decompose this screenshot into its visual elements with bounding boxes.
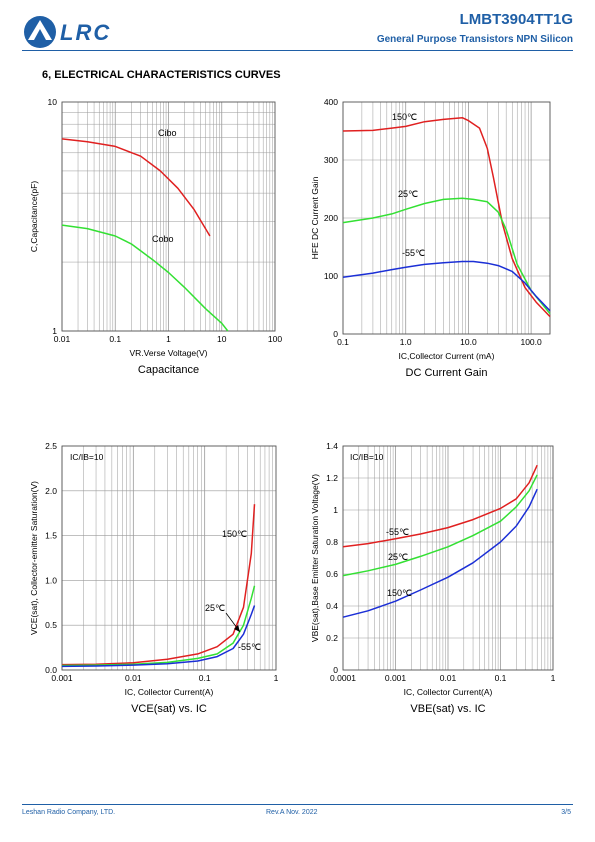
series-label: -55℃ (402, 248, 425, 258)
x-tick-label: 1 (274, 673, 279, 683)
x-tick-label: 10 (217, 334, 227, 344)
y-tick-label: 0.2 (326, 633, 338, 643)
chart-caption: VCE(sat) vs. IC (131, 703, 207, 715)
footer-company: Leshan Radio Company, LTD. (22, 809, 116, 816)
x-axis-title: IC,Collector Current (mA) (399, 351, 495, 361)
series-label: -55℃ (386, 527, 409, 537)
chart-annotation: IC/IB=10 (70, 452, 104, 462)
y-tick-label: 1.0 (45, 575, 57, 585)
x-tick-label: 0.1 (337, 337, 349, 347)
series-label: 150℃ (392, 112, 417, 122)
series-line-2 (342, 260, 551, 312)
y-axis-title: C,Capacitance(pF) (29, 181, 39, 253)
header-divider (22, 50, 573, 51)
logo-text: LRC (60, 20, 112, 45)
series-label: 150℃ (387, 588, 412, 598)
chart-caption: Capacitance (138, 364, 199, 376)
x-tick-label: 0.1 (109, 334, 121, 344)
x-tick-label: 100 (268, 334, 282, 344)
part-number: LMBT3904TT1G (459, 11, 573, 28)
y-tick-label: 1.4 (326, 441, 338, 451)
x-tick-label: 1 (166, 334, 171, 344)
y-tick-label: 0 (333, 665, 338, 675)
y-tick-label: 2.0 (45, 486, 57, 496)
x-axis-title: IC, Collector Current(A) (125, 687, 214, 697)
y-axis-title: VCE(sat), Collector-emitter Saturation(V… (29, 481, 39, 635)
y-tick-label: 10 (48, 97, 58, 107)
plot-frame (61, 445, 277, 671)
series-label: -55℃ (238, 642, 261, 652)
x-tick-label: 0.1 (495, 673, 507, 683)
series-line-2 (342, 488, 538, 618)
series-line-1 (342, 474, 538, 577)
y-tick-label: 400 (324, 97, 338, 107)
y-axis-title: VBE(sat),Base Emitter Saturation Voltage… (310, 474, 320, 642)
x-axis-title: VR.Verse Voltage(V) (130, 348, 208, 358)
footer-revision: Rev.A Nov. 2022 (266, 809, 318, 816)
section-title: 6, ELECTRICAL CHARACTERISTICS CURVES (42, 69, 281, 81)
series-label: 150℃ (222, 529, 247, 539)
y-tick-label: 300 (324, 155, 338, 165)
series-label: Cibo (158, 128, 177, 138)
footer-page: 3/5 (561, 809, 571, 816)
x-tick-label: 0.001 (51, 673, 73, 683)
y-tick-label: 1 (52, 326, 57, 336)
document-subtitle: General Purpose Transistors NPN Silicon (376, 34, 573, 45)
series-line-0 (342, 116, 551, 318)
y-tick-label: 0.8 (326, 537, 338, 547)
series-line-0 (61, 504, 256, 666)
y-tick-label: 200 (324, 213, 338, 223)
x-tick-label: 0.0001 (330, 673, 356, 683)
y-tick-label: 0.6 (326, 569, 338, 579)
series-label: 25℃ (205, 603, 225, 613)
series-label: 25℃ (398, 189, 418, 199)
x-tick-label: 1.0 (400, 337, 412, 347)
chart-annotation: IC/IB=10 (350, 452, 384, 462)
plot-frame (342, 445, 554, 671)
x-axis-title: IC, Collector Current(A) (404, 687, 493, 697)
y-tick-label: 0 (333, 329, 338, 339)
series-line-0 (342, 464, 538, 548)
y-tick-label: 1.5 (45, 531, 57, 541)
series-label: Cobo (152, 234, 174, 244)
chart-caption: VBE(sat) vs. IC (410, 703, 485, 715)
y-tick-label: 0.0 (45, 665, 57, 675)
y-tick-label: 0.5 (45, 620, 57, 630)
series-line-1 (61, 585, 256, 667)
x-tick-label: 0.001 (385, 673, 407, 683)
x-tick-label: 10.0 (460, 337, 477, 347)
x-tick-label: 0.01 (440, 673, 457, 683)
footer-divider (22, 804, 573, 805)
chart-caption: DC Current Gain (406, 367, 488, 379)
lrc-logo-icon (24, 16, 56, 48)
y-tick-label: 0.4 (326, 601, 338, 611)
y-tick-label: 1.2 (326, 473, 338, 483)
y-tick-label: 1 (333, 505, 338, 515)
x-tick-label: 0.1 (199, 673, 211, 683)
y-tick-label: 100 (324, 271, 338, 281)
series-label: 25℃ (388, 552, 408, 562)
x-tick-label: 100.0 (520, 337, 542, 347)
pointer-arrowhead (234, 625, 240, 632)
x-tick-label: 0.01 (125, 673, 142, 683)
y-tick-label: 2.5 (45, 441, 57, 451)
x-tick-label: 0.01 (54, 334, 71, 344)
series-line-2 (61, 605, 256, 668)
series-line-1 (61, 224, 229, 332)
series-line-0 (61, 138, 211, 237)
y-axis-title: HFE DC Current Gain (310, 176, 320, 259)
x-tick-label: 1 (551, 673, 556, 683)
plot-frame (342, 101, 551, 335)
plot-frame (61, 101, 276, 332)
series-line-1 (342, 197, 551, 315)
